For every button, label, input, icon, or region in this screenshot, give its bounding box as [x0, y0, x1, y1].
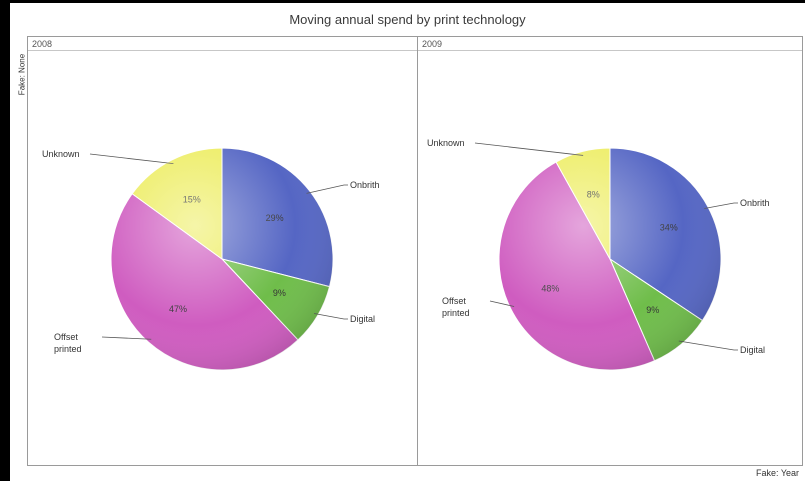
slice-percent-label: 9%: [646, 305, 659, 315]
chart-title: Moving annual spend by print technology: [289, 12, 526, 27]
panel-divider: [417, 37, 418, 465]
leader-line: [678, 340, 738, 351]
slice-category-label: Digital: [350, 314, 375, 324]
slice-category-label: Onbrith: [740, 198, 770, 208]
chart-panels: 2008 2009: [27, 36, 803, 466]
leader-line: [306, 184, 348, 194]
slice-category-label: Offset printed: [54, 332, 82, 354]
leader-line: [314, 313, 348, 320]
slice-percent-label: 48%: [541, 284, 559, 294]
pie-2008: 29% Onbrith 9% Digital 47% Offset printed 15% Un…: [42, 147, 380, 371]
slice-percent-label: 34%: [660, 223, 678, 233]
window-top-border: [0, 0, 805, 3]
slice-percent-label: 9%: [273, 288, 286, 298]
column-field-label[interactable]: Fake: Year: [755, 468, 799, 478]
pie-2009: 34% Onbrith 9% Digital 48% Offset printed 8% Unk…: [427, 138, 770, 371]
panel-header-2009: 2009: [418, 37, 802, 51]
slice-category-label: Digital: [740, 345, 765, 355]
slice-percent-label: 8%: [587, 190, 600, 200]
slice-percent-label: 29%: [266, 213, 284, 223]
leader-line: [474, 142, 584, 156]
slice-category-label: Offset printed: [442, 296, 470, 318]
panel-header-2008: 2008: [28, 37, 417, 51]
leader-line: [89, 153, 174, 165]
slice-category-label: Unknown: [42, 149, 80, 159]
slice-category-label: Onbrith: [350, 180, 380, 190]
window-left-border: [0, 0, 10, 481]
slice-percent-label: 47%: [169, 304, 187, 314]
leader-line: [704, 202, 738, 209]
slice-category-label: Unknown: [427, 138, 465, 148]
slice-percent-label: 15%: [183, 195, 201, 205]
